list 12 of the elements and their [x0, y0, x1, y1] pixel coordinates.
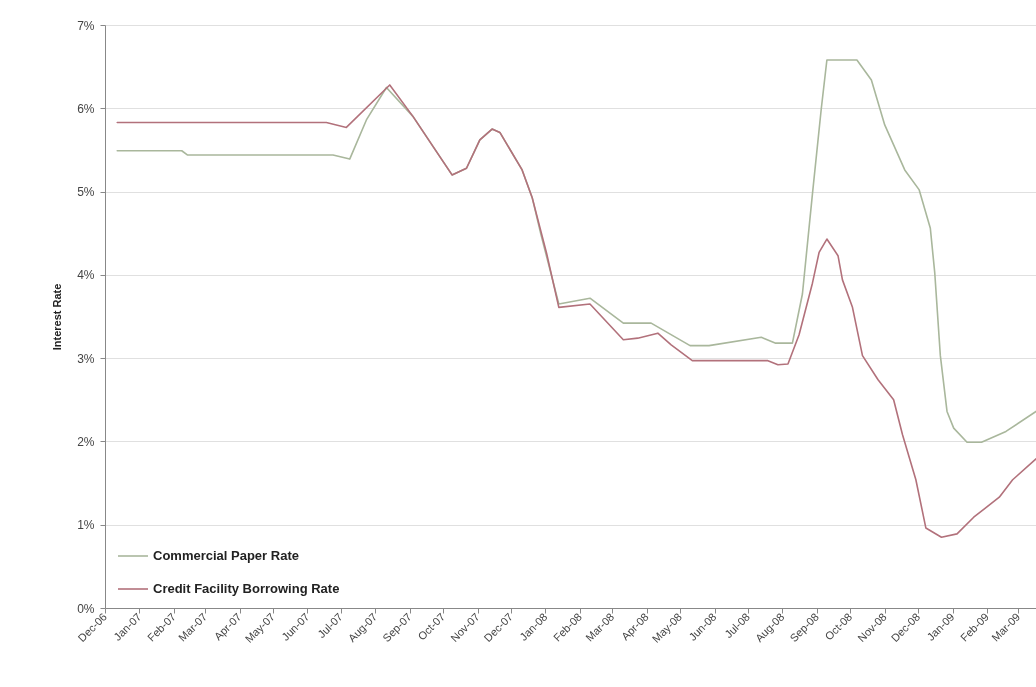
legend-label: Credit Facility Borrowing Rate [153, 581, 340, 596]
line-series [116, 84, 1036, 539]
y-tick-label: 5% [77, 185, 95, 200]
y-axis-title: Interest Rate [51, 283, 64, 351]
y-tick-label: 6% [77, 101, 95, 116]
y-tick-label: 0% [77, 601, 95, 616]
y-tick-label: 7% [77, 18, 95, 33]
y-tick-label: 3% [77, 351, 95, 366]
y-tick-label: 2% [77, 434, 95, 449]
legend-label: Commercial Paper Rate [153, 548, 299, 563]
y-tick-label: 1% [77, 518, 95, 533]
y-tick-label: 4% [77, 268, 95, 283]
